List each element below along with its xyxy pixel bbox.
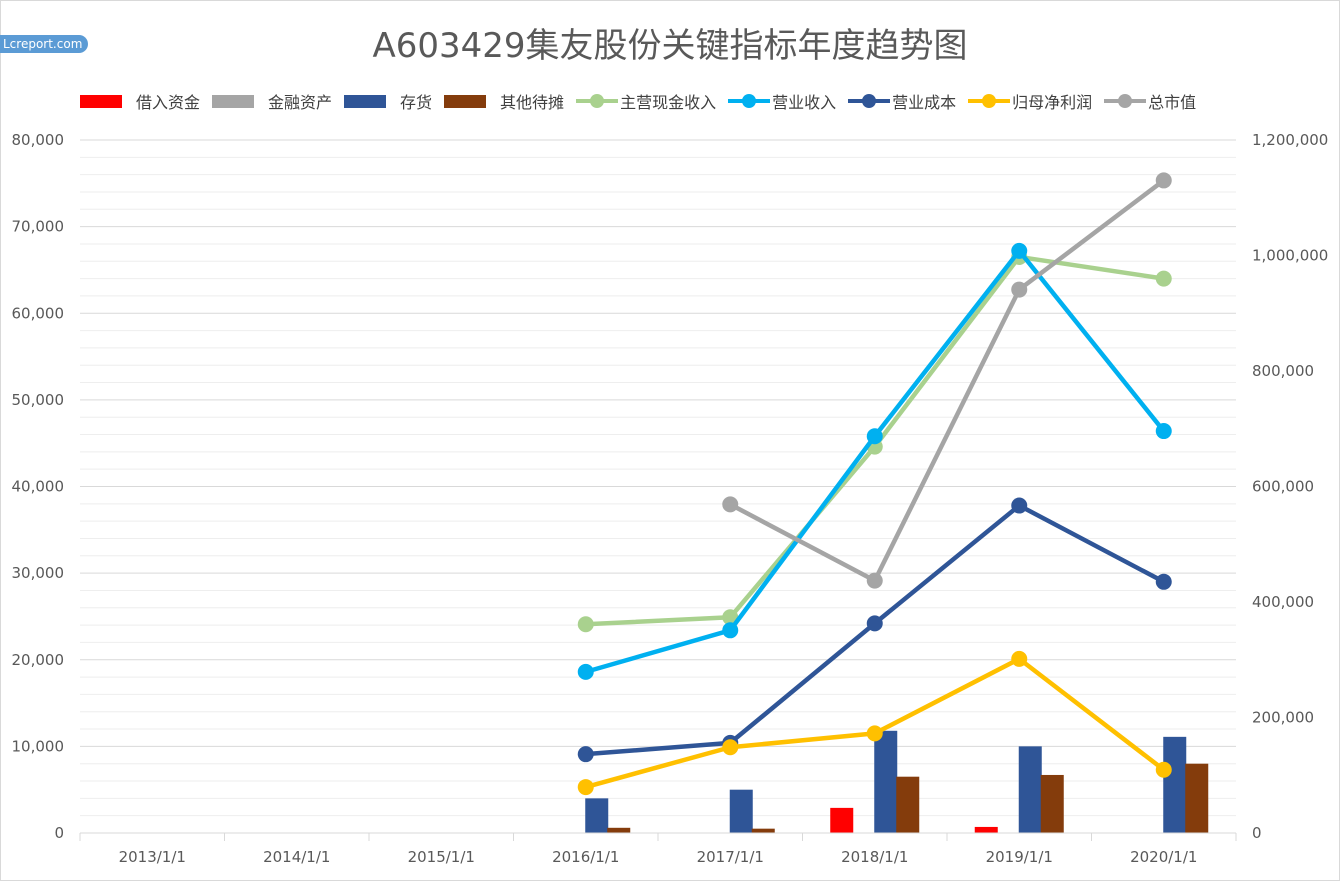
- legend-label: 金融资产: [268, 93, 333, 112]
- legend-swatch: [968, 94, 1011, 108]
- series-line: [585, 248, 1166, 675]
- legend-item: 存货: [344, 89, 432, 113]
- line-point: [866, 572, 883, 589]
- bar: [1018, 746, 1042, 833]
- legend-label: 存货: [400, 93, 433, 112]
- x-tick-label: 2019/1/1: [986, 848, 1053, 866]
- line-point: [577, 779, 594, 796]
- legend-label: 主营现金收入: [620, 93, 717, 112]
- line-point: [722, 739, 739, 756]
- legend-swatch: [212, 94, 255, 108]
- line-point: [1011, 281, 1028, 298]
- legend-label: 总市值: [1148, 93, 1197, 112]
- line-point: [1155, 573, 1172, 590]
- legend-label: 归母净利润: [1012, 93, 1093, 112]
- line-point: [866, 428, 883, 445]
- legend-swatch: [1104, 94, 1147, 108]
- y-right-tick-label: 1,000,000: [1252, 247, 1328, 265]
- legend-item: 借入资金: [80, 89, 200, 113]
- y-left-tick-label: 30,000: [12, 564, 65, 582]
- line-point: [1011, 650, 1028, 667]
- y-right-tick-label: 200,000: [1252, 709, 1314, 727]
- line-point: [866, 615, 883, 632]
- y-right-tick-label: 400,000: [1252, 593, 1314, 611]
- bar: [1163, 736, 1187, 833]
- legend-item: 金融资产: [212, 89, 332, 113]
- legend-item: 营业收入: [728, 89, 836, 113]
- line-point: [722, 496, 739, 513]
- line-point: [722, 622, 739, 639]
- line-point: [577, 746, 594, 763]
- bar: [1040, 774, 1064, 833]
- x-tick-label: 2015/1/1: [408, 848, 475, 866]
- x-tick-label: 2016/1/1: [552, 848, 619, 866]
- legend-swatch: [444, 94, 487, 108]
- bar: [874, 730, 898, 833]
- line-point: [1011, 242, 1028, 259]
- legend-item: 主营现金收入: [576, 89, 716, 113]
- line-point: [866, 725, 883, 742]
- bar: [974, 826, 998, 833]
- x-tick-label: 2014/1/1: [263, 848, 330, 866]
- y-right-tick-label: 800,000: [1252, 362, 1314, 380]
- x-tick-label: 2017/1/1: [697, 848, 764, 866]
- legend-item: 总市值: [1104, 89, 1196, 113]
- legend-swatch: [80, 94, 122, 108]
- bar: [607, 827, 631, 833]
- line-point: [1155, 270, 1172, 287]
- bar: [751, 828, 775, 833]
- line-point: [1155, 172, 1172, 189]
- y-left-tick-label: 70,000: [12, 218, 65, 236]
- line-point: [1155, 423, 1172, 440]
- line-point: [1155, 761, 1172, 778]
- y-left-tick-label: 80,000: [12, 131, 65, 149]
- y-left-tick-label: 40,000: [12, 478, 65, 496]
- y-left-tick-label: 50,000: [12, 391, 65, 409]
- x-tick-label: 2018/1/1: [841, 848, 908, 866]
- bar: [830, 807, 854, 833]
- watermark: Lcreport.com: [0, 35, 89, 53]
- legend-label: 借入资金: [136, 93, 201, 112]
- y-left-tick-label: 0: [54, 824, 64, 842]
- legend-item: 归母净利润: [968, 89, 1092, 113]
- line-point: [577, 616, 594, 633]
- legend-item: 其他待摊: [444, 89, 564, 113]
- legend-swatch: [344, 94, 387, 108]
- bar: [729, 789, 753, 833]
- legend-swatch: [576, 94, 619, 108]
- legend-label: 其他待摊: [500, 93, 565, 112]
- x-tick-label: 2020/1/1: [1130, 848, 1197, 866]
- y-right-tick-label: 0: [1252, 824, 1262, 842]
- chart-title: A603429集友股份关键指标年度趋势图: [372, 26, 968, 66]
- legend-label: 营业收入: [772, 93, 837, 112]
- bar: [585, 798, 609, 833]
- legend-swatch: [728, 94, 771, 108]
- legend-swatch: [848, 94, 891, 108]
- bar: [1185, 763, 1209, 833]
- legend-item: 营业成本: [848, 89, 956, 113]
- legend: 借入资金 金融资产 存货 其他待摊 主营现金收入 营业收入 营业成本 归母净利润 总市值: [80, 88, 1208, 114]
- y-left-tick-label: 20,000: [12, 651, 65, 669]
- legend-label: 营业成本: [892, 93, 957, 112]
- line-point: [1011, 497, 1028, 514]
- y-left-tick-label: 10,000: [12, 737, 65, 755]
- line-point: [577, 663, 594, 680]
- y-right-tick-label: 1,200,000: [1252, 131, 1328, 149]
- y-right-tick-label: 600,000: [1252, 478, 1314, 496]
- series-line: [729, 178, 1166, 583]
- y-left-tick-label: 60,000: [12, 304, 65, 322]
- bar: [896, 776, 920, 833]
- x-tick-label: 2013/1/1: [119, 848, 186, 866]
